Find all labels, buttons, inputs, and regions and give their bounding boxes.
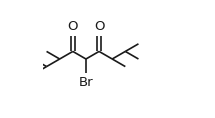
Text: Br: Br <box>79 76 93 88</box>
Text: O: O <box>94 20 104 33</box>
Text: O: O <box>68 20 78 33</box>
